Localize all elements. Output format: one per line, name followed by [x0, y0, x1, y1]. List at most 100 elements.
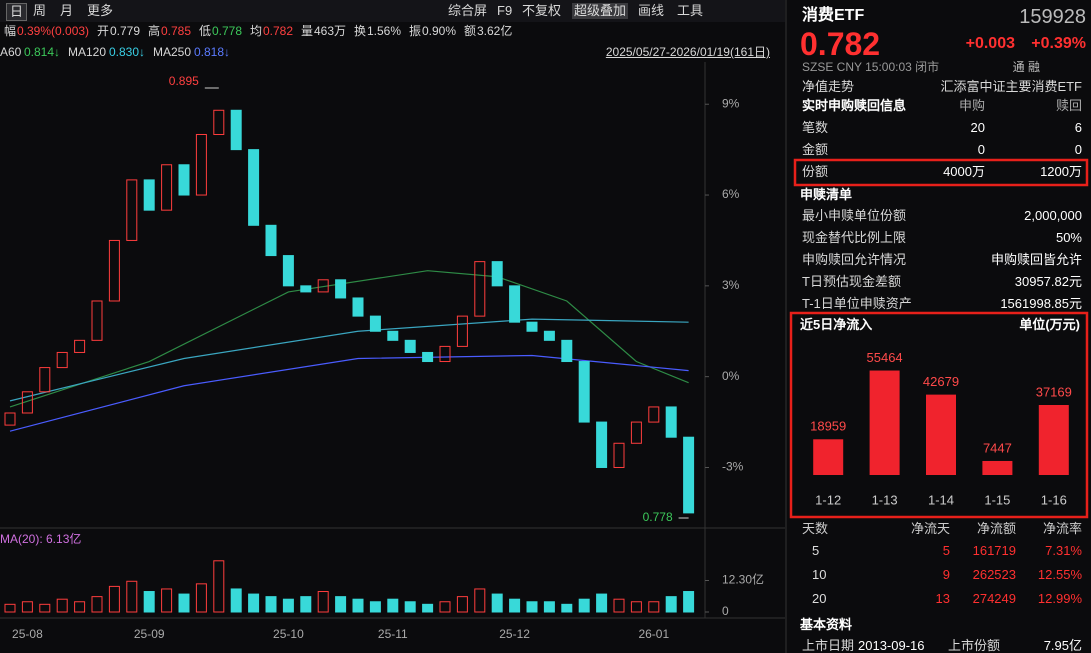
- cell: 262523: [972, 567, 1016, 582]
- cell: 5: [942, 543, 950, 558]
- stat-value: 0.782: [263, 24, 294, 38]
- volume-bar: [491, 593, 503, 613]
- cell: 7.95亿: [1043, 638, 1082, 653]
- stat-label: 高: [148, 24, 161, 38]
- tool-button[interactable]: F9: [497, 3, 513, 18]
- row-label: 最小申赎单位份额: [802, 208, 907, 223]
- row-label: 金额: [802, 142, 829, 157]
- volume-bar: [387, 598, 399, 613]
- candle: [561, 339, 573, 363]
- stat-label: 低: [199, 24, 212, 38]
- ma-line: [9, 318, 689, 402]
- high-annotation: 0.895: [169, 74, 199, 88]
- volume-bar: [126, 580, 138, 613]
- tool-button[interactable]: 综合屏: [448, 3, 488, 18]
- stat-value: 0.90%: [422, 24, 457, 38]
- highlight-box: [793, 158, 1089, 187]
- candle: [161, 164, 173, 211]
- tool-button[interactable]: 不复权: [522, 3, 562, 18]
- stat-label: 振: [409, 24, 422, 38]
- volume-bar: [456, 596, 468, 613]
- cell: 2013-09-16: [858, 638, 925, 653]
- cell: 申购赎回皆允许: [990, 252, 1082, 267]
- volume-bar: [161, 588, 173, 613]
- cell: 5: [812, 543, 820, 558]
- stat-label: 额: [464, 24, 477, 38]
- candle: [491, 261, 503, 287]
- low-annotation: 0.778: [643, 510, 673, 524]
- y-tick-label: 3%: [722, 278, 740, 292]
- volume-bar: [422, 603, 434, 613]
- tab[interactable]: 周: [33, 3, 47, 18]
- stat-value: 0.779: [110, 24, 141, 38]
- col-header: 净流率: [1042, 521, 1082, 536]
- bar: [813, 439, 844, 475]
- candle: [578, 361, 590, 423]
- candle: [282, 255, 294, 287]
- candle: [91, 300, 103, 341]
- x-tick-label: 1-15: [984, 492, 1010, 507]
- volume-bar: [578, 598, 590, 613]
- tool-button[interactable]: 超级叠加: [572, 3, 629, 19]
- tab[interactable]: 月: [60, 3, 74, 18]
- volume-bar: [369, 601, 381, 613]
- stat-value: 0.785: [161, 24, 192, 38]
- cell: 4000万: [943, 164, 985, 179]
- row-label: 上市日期: [802, 638, 855, 653]
- candle: [665, 406, 677, 438]
- y-tick-label: 0: [722, 604, 729, 618]
- candle: [613, 442, 625, 468]
- row-label: 申购赎回允许情况: [802, 252, 907, 267]
- candle: [596, 421, 608, 468]
- cell: 0: [1074, 142, 1082, 157]
- chart-title: 近5日净流入: [800, 317, 873, 332]
- candle: [300, 285, 312, 293]
- volume-bar: [613, 598, 625, 613]
- col-header: 赎回: [1055, 98, 1082, 113]
- volume-bar: [665, 596, 677, 613]
- candle: [143, 179, 155, 211]
- fund-code: 159928: [1019, 6, 1086, 28]
- volume-bar: [352, 598, 364, 613]
- y-tick-label: -3%: [722, 460, 744, 474]
- tool-button[interactable]: 画线: [638, 3, 665, 18]
- row-label: 上市份额: [948, 638, 1001, 653]
- cell: 30957.82元: [1014, 274, 1082, 289]
- data-label: 55464: [867, 350, 903, 365]
- candle: [543, 330, 555, 341]
- change-pct: +0.39%: [1031, 35, 1086, 52]
- volume-bar: [248, 593, 260, 613]
- tab[interactable]: 日: [6, 3, 28, 21]
- x-tick-label: 26-01: [638, 627, 669, 641]
- tool-button[interactable]: 工具: [677, 3, 704, 18]
- volume-bar: [108, 585, 120, 613]
- cell: 1200万: [1040, 164, 1082, 179]
- x-tick-label: 25-10: [273, 627, 304, 641]
- cell: 0: [977, 142, 985, 157]
- x-tick-label: 25-11: [378, 627, 408, 641]
- stat-label: 开: [97, 24, 110, 38]
- status: SZSE CNY 15:00:03 闭市: [802, 60, 940, 74]
- row-label: T-1日单位申赎资产: [802, 296, 912, 311]
- volume-bar: [439, 601, 451, 613]
- candle: [422, 351, 434, 363]
- ma-value: 0.818↓: [194, 45, 231, 59]
- cell: 161719: [972, 543, 1016, 558]
- volume-bar: [195, 583, 207, 613]
- candle: [509, 285, 521, 323]
- candle: [56, 351, 68, 369]
- stat-label: 均: [250, 24, 263, 38]
- bar: [869, 370, 900, 475]
- cell: 2,000,000: [1024, 208, 1082, 223]
- cell: 13: [935, 591, 950, 606]
- cell: 20: [812, 591, 827, 606]
- col-header: 净流天: [910, 521, 950, 536]
- cell: 1561998.85元: [1000, 296, 1082, 311]
- col-header: 申购: [958, 98, 985, 113]
- tab[interactable]: 更多: [87, 3, 114, 18]
- candle: [387, 330, 399, 341]
- candle: [21, 391, 33, 414]
- x-tick-label: 1-16: [1041, 492, 1067, 507]
- stat-label: 幅: [4, 24, 17, 38]
- volume-bar: [143, 591, 155, 613]
